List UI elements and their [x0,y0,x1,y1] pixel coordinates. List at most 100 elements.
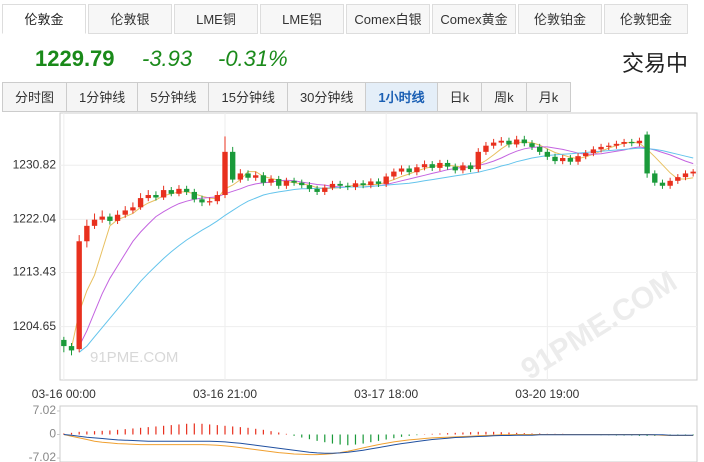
macd-bar [239,427,241,435]
candle-body [245,173,251,178]
candle-body [659,182,666,186]
candle-body [352,183,359,187]
candle-body [560,158,566,162]
macd-bar [224,425,226,435]
status: 交易中 [621,51,688,76]
market-tab[interactable]: 伦敦铂金 [518,4,602,34]
macd-bar [347,434,349,446]
macd-bar [155,426,157,435]
period-tab[interactable]: 15分钟线 [208,82,288,112]
macd-bar [485,431,487,435]
candle-body [99,216,105,220]
candle-body [629,141,635,144]
market-tab[interactable]: Comex白银 [346,4,430,34]
macd-bar [339,434,341,445]
candle-body [130,207,136,211]
candle-body [429,164,435,168]
candle-body [467,165,474,170]
candle-body [237,173,244,180]
candle-body [544,151,551,157]
candle-body [368,181,374,186]
period-tab[interactable]: 分时图 [2,82,68,112]
market-tab[interactable]: 伦敦钯金 [604,4,688,34]
period-tab[interactable]: 1分钟线 [66,82,139,112]
candle-body [276,178,282,186]
candle-body [590,149,597,154]
period-tab[interactable]: 日k [436,82,483,112]
market-tab[interactable]: LME铝 [260,4,344,34]
candle-body [114,214,121,221]
macd-bar [362,434,364,444]
period-tab[interactable]: 5分钟线 [137,82,210,112]
macd-bar [446,433,449,435]
period-tab[interactable]: 1小时线 [365,82,438,112]
macd-bar [186,423,188,435]
candle-body [145,195,151,199]
macd-bar [469,432,472,435]
macd-bar [416,434,418,436]
candle-body [652,173,658,183]
indicator-line [63,434,694,454]
macd-bar [139,427,142,435]
candle-body [199,199,205,203]
macd-bar [109,430,111,435]
candle-body [606,145,612,147]
y-tick-label: 1204.65 [13,319,57,333]
candle-body [498,140,504,143]
candle-body [667,180,673,186]
macd-bar [255,428,257,435]
candle-body [437,162,443,168]
market-tab[interactable]: 伦敦金 [2,4,86,34]
candle-body [460,165,466,171]
macd-bar [454,432,456,435]
period-tab[interactable]: 月k [525,82,572,112]
candle-body [253,175,259,178]
candle-body [299,182,305,186]
change: -3.93 [142,46,193,71]
candle-body [621,141,627,144]
period-tab[interactable]: 30分钟线 [286,82,367,112]
candle-body [291,180,297,183]
market-tabs: 伦敦金 伦敦银 LME铜 LME铝 Comex白银 Comex黄金 伦敦铂金 伦敦钯金 [2,4,688,34]
y-tick-label: 1213.43 [13,265,57,279]
candle-body [91,219,98,226]
macd-bar [86,431,88,435]
candle-body [506,140,512,145]
candle-body [444,162,451,167]
macd-bar [232,426,234,435]
candle-body [61,339,67,347]
y-tick-label: 1222.04 [13,212,57,226]
macd-bar [216,425,218,435]
candle-body [421,164,428,168]
candle-body [214,195,221,202]
macd-bar [193,423,195,435]
macd-bar [124,429,126,435]
macd-bar [163,425,165,435]
candle-body [260,175,267,183]
candle-body [406,168,412,173]
macd-bar [308,434,311,440]
market-tab[interactable]: 伦敦银 [88,4,172,34]
macd-bar [63,433,65,435]
macd-bar [462,432,464,435]
macd-bar [93,431,96,435]
candle-body [168,190,174,194]
macd-bar [147,427,149,435]
candle-body [283,180,290,186]
period-tab[interactable]: 周k [481,82,527,112]
watermark: 91PME.COM [515,265,682,387]
market-tab[interactable]: LME铜 [174,4,258,34]
market-tab[interactable]: Comex黄金 [432,4,516,34]
x-tick-label: 03-16 21:00 [193,387,257,401]
candle-body [191,191,197,200]
y-tick-label: 0 [49,427,56,441]
candle-body [153,195,159,198]
macd-bar [393,434,395,439]
candle-body [268,178,274,183]
macd-bar [247,427,249,435]
candle-body [329,183,336,188]
macd-bar [385,434,387,440]
x-tick-label: 03-17 18:00 [354,387,418,401]
macd-bar [400,434,403,437]
